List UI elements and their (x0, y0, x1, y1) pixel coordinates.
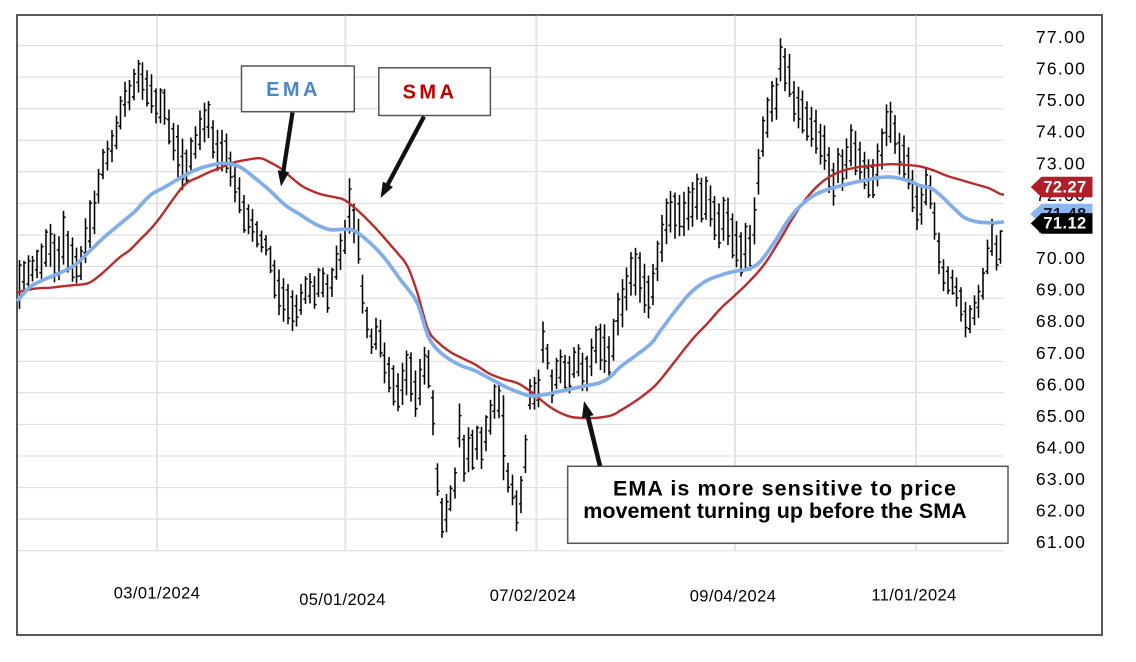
svg-text:66.00: 66.00 (1036, 374, 1086, 394)
svg-text:64.00: 64.00 (1036, 438, 1086, 458)
svg-text:75.00: 75.00 (1036, 90, 1086, 110)
svg-text:SMA: SMA (403, 82, 458, 104)
svg-text:62.00: 62.00 (1036, 501, 1086, 521)
svg-text:77.00: 77.00 (1036, 27, 1086, 47)
svg-text:EMA: EMA (266, 79, 321, 101)
svg-text:09/04/2024: 09/04/2024 (690, 588, 777, 606)
svg-text:70.00: 70.00 (1036, 248, 1086, 268)
svg-text:68.00: 68.00 (1036, 311, 1086, 331)
svg-text:76.00: 76.00 (1036, 59, 1086, 79)
svg-text:03/01/2024: 03/01/2024 (114, 585, 201, 603)
svg-text:65.00: 65.00 (1036, 406, 1086, 426)
svg-text:73.00: 73.00 (1036, 153, 1086, 173)
svg-text:67.00: 67.00 (1036, 343, 1086, 363)
svg-text:07/02/2024: 07/02/2024 (490, 587, 577, 605)
svg-text:74.00: 74.00 (1036, 122, 1086, 142)
svg-text:72.27: 72.27 (1043, 178, 1086, 196)
svg-text:71.12: 71.12 (1043, 215, 1086, 233)
svg-text:11/01/2024: 11/01/2024 (871, 587, 956, 605)
svg-text:EMA is more sensitive to price: EMA is more sensitive to price (613, 477, 957, 501)
svg-text:69.00: 69.00 (1036, 280, 1086, 300)
svg-text:movement turning up before the: movement turning up before the SMA (583, 499, 966, 523)
svg-text:05/01/2024: 05/01/2024 (299, 591, 386, 609)
svg-text:61.00: 61.00 (1036, 532, 1086, 552)
svg-text:63.00: 63.00 (1036, 469, 1086, 489)
